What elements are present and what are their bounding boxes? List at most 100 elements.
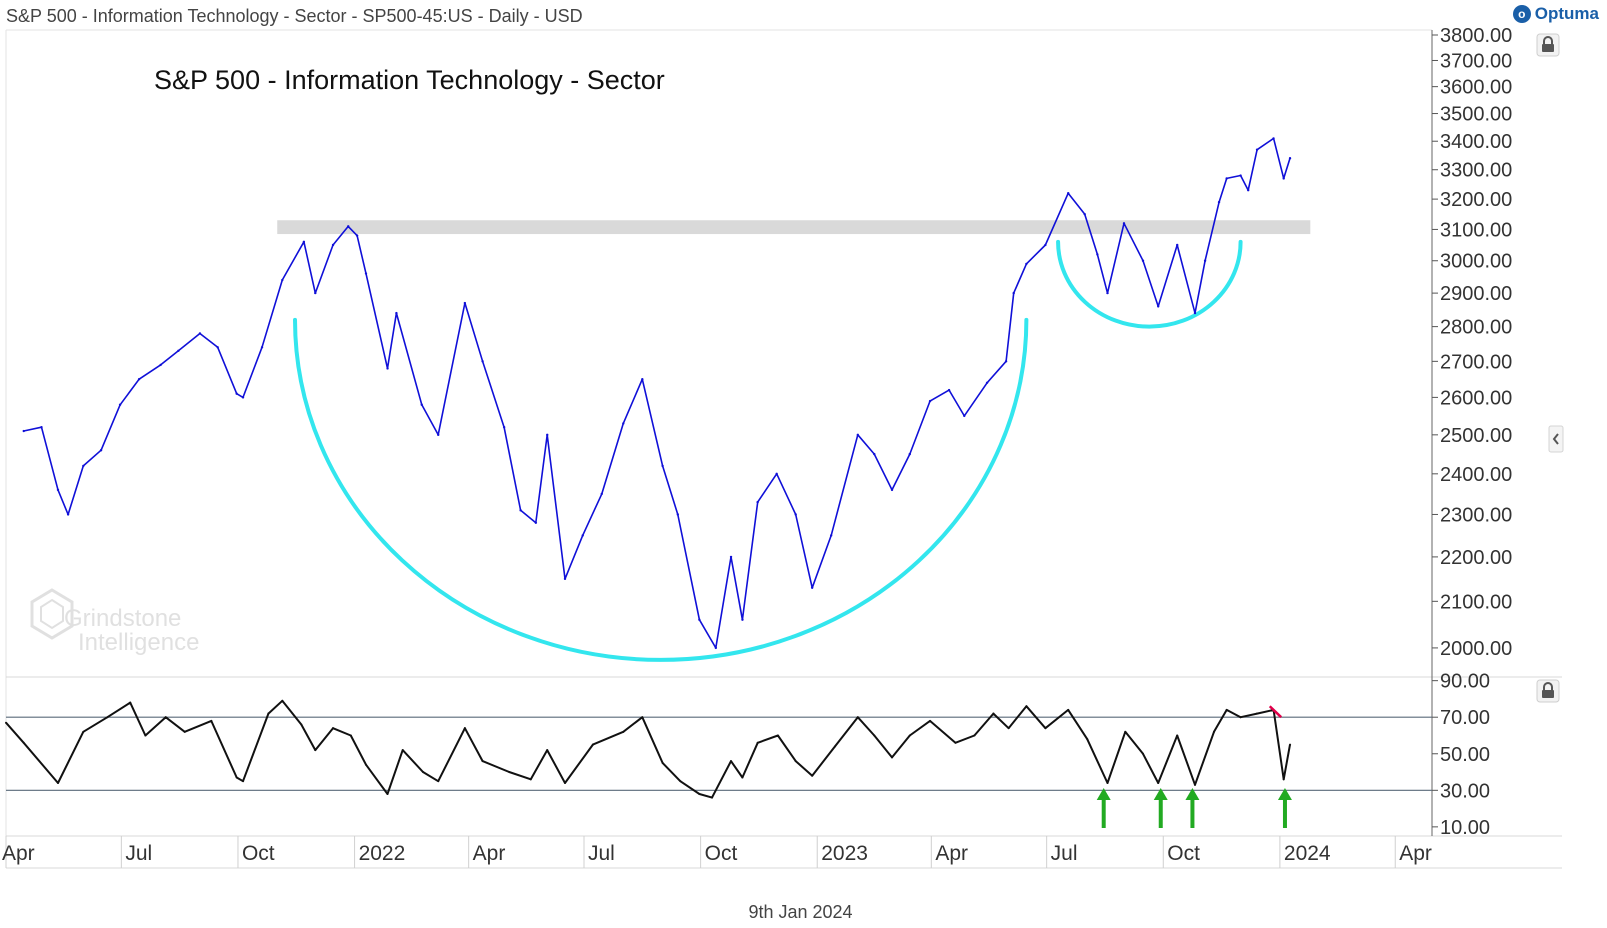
grindstone-logo-inner-icon [40,598,64,630]
price-point [563,577,567,581]
y-tick-label: 2300.00 [1440,504,1512,526]
rsi-point [183,730,186,733]
lock-icon [1542,36,1554,52]
price-point [1255,148,1259,151]
x-tick-label: Jul [588,842,615,865]
rsi-point [529,778,532,781]
rsi-point [1225,708,1228,711]
rsi-panel-lock-button[interactable] [1536,679,1560,703]
price-point [1096,253,1099,256]
price-point [177,349,180,352]
rsi-point [164,716,167,719]
y-tick-label: 2200.00 [1440,547,1512,569]
price-point [963,414,966,418]
x-tick-label: Apr [1399,842,1432,865]
price-point [386,367,389,370]
price-point [1083,212,1086,216]
price-point [502,426,506,429]
rsi-point [711,796,714,799]
rsi-point [422,771,425,774]
rsi-point [1086,738,1089,741]
rsi-point [1256,712,1259,715]
rsi-point [563,782,566,784]
rsi-y-tick-label: 10.00 [1440,817,1490,839]
price-point [1157,305,1160,308]
rsi-point [591,743,594,746]
rsi-point [386,792,389,795]
price-point [1288,157,1292,160]
rsi-point [856,716,859,719]
optuma-logo-icon: o [1512,5,1531,23]
grindstone-logo-icon [30,588,74,640]
rsi-point [811,774,814,777]
rsi-point [954,741,957,744]
y-tick-label: 3100.00 [1440,219,1512,241]
price-point [1217,200,1221,204]
price-point [364,272,368,275]
price-point [908,452,911,456]
rsi-point [1067,708,1070,711]
price-point [581,534,584,537]
y-tick-label: 2800.00 [1440,317,1512,339]
price-point [99,449,103,452]
price-point [756,500,759,504]
y-tick-label: 2700.00 [1440,351,1512,373]
y-tick-label: 2900.00 [1440,283,1512,305]
y-tick-label: 3400.00 [1440,131,1512,153]
rsi-point [22,741,25,744]
rsi-point [437,780,440,783]
price-point [1141,259,1145,262]
price-point [546,433,549,437]
y-tick-label: 3700.00 [1440,50,1512,72]
rsi-point [679,780,682,783]
rsi-point [314,749,317,752]
up-arrow-icon [1277,788,1292,828]
price-point [216,346,219,349]
price-point [260,346,264,349]
price-point [1282,177,1285,180]
y-tick-label: 3000.00 [1440,251,1512,273]
cup-pattern-large [293,317,1029,661]
y-tick-label: 2000.00 [1440,638,1512,660]
rsi-point [1044,727,1047,730]
rsi-y-tick-label: 30.00 [1440,780,1490,802]
price-point [22,429,25,433]
rsi-point [281,699,284,702]
price-point [1193,311,1197,315]
price-point [1225,177,1228,180]
price-point [534,521,538,524]
rsi-point [82,730,85,733]
rsi-point [622,730,625,733]
price-point [159,363,162,367]
price-point [66,513,70,516]
x-tick-label: 2023 [821,842,868,865]
price-point [241,396,245,399]
x-tick-label: 2022 [359,842,406,865]
price-panel-lock-button[interactable] [1536,33,1560,57]
rsi-point [1289,743,1292,746]
watermark-line1: Grindstone [64,605,181,632]
price-point [1106,291,1109,295]
rsi-point [1282,778,1285,781]
price-point [1122,222,1126,225]
rsi-line [5,699,1291,799]
price-point [331,243,335,247]
rsi-point [546,749,549,752]
price-point [40,426,43,429]
price-point [82,464,85,468]
rsi-point [1193,783,1196,786]
x-tick-label: Oct [1167,842,1200,865]
rsi-point [144,734,147,737]
price-point [437,433,440,437]
price-point [1067,191,1070,195]
divergence-line [1268,705,1283,719]
y-tick-label: 3200.00 [1440,189,1512,211]
price-point [355,234,359,237]
price-point [1025,262,1028,266]
y-tick-label: 2600.00 [1440,387,1512,409]
price-point [519,509,522,512]
collapse-panel-button[interactable] [1548,425,1564,453]
rsi-point [463,727,466,730]
rsi-point [1124,730,1127,733]
price-point [347,225,350,228]
